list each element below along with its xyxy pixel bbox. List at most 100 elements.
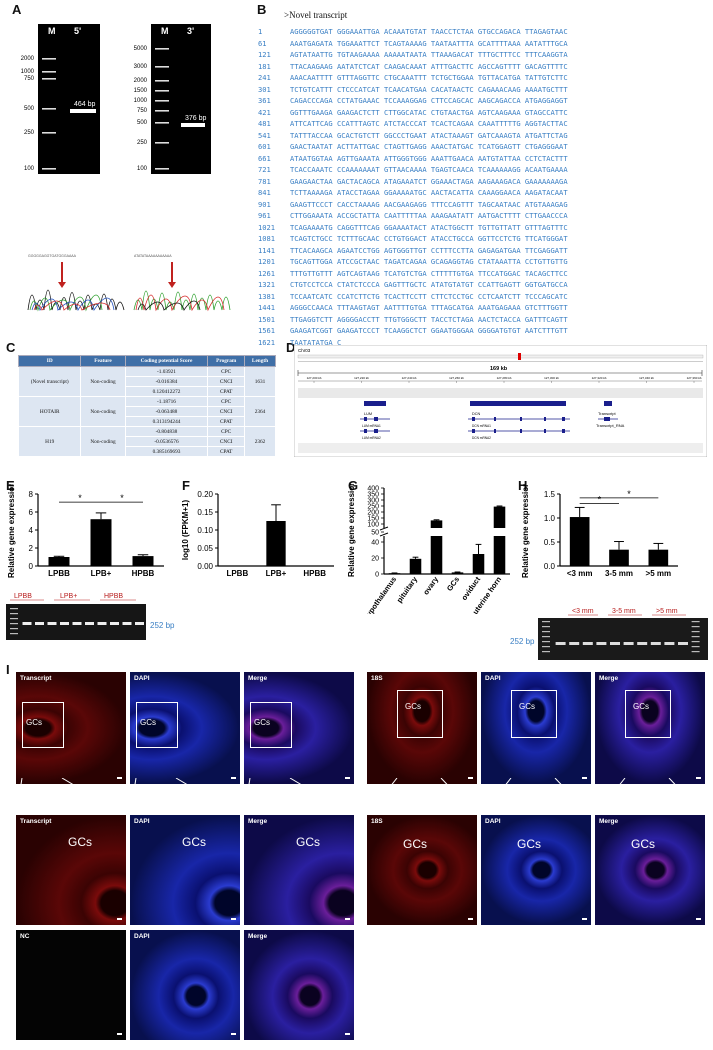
table-cell-id: HOTAIR — [17, 396, 82, 427]
y-tick-label: 20 — [371, 556, 379, 563]
x-tick-label: GCs — [445, 575, 461, 593]
chart-f: log10 (FPKM+1) 0.00 0.05 0.10 0.15 0.20 LPBB LP… — [181, 490, 334, 578]
sequence-text: ATTCATTCAG CCATTTAGTC ATCTACCCAT TCACTCA… — [290, 119, 568, 128]
ladder-band — [542, 646, 550, 648]
scale-bar — [231, 777, 236, 779]
table-row: HOTAIR Non-coding -1.18716 CPC 2364 — [17, 396, 276, 427]
sequence-text: TATTTACCAA GCACTGTCTT GGCCCTGAAT ATACTAA… — [290, 130, 568, 140]
micrograph-red: 18S GCs — [367, 672, 477, 784]
ladder-band — [691, 636, 700, 638]
sequence-text: CTGTCCTCCA CTATCTCCCA GAGTTTGCTC ATATGTA… — [290, 280, 568, 289]
sequence-row: 1 AGGGGGTGAT GGGAAATTGA ACAAATGTAT TAACCT… — [258, 26, 706, 38]
x-tick-label: 3-5 mm — [605, 569, 633, 578]
lane-label-e-2: HPBB — [104, 593, 123, 600]
bar — [266, 521, 286, 566]
x-tick-label: LPB+ — [266, 569, 287, 578]
table-cell-score: -1.03921 — [124, 366, 209, 377]
y-axis-label: log10 (FPKM+1) — [181, 500, 190, 561]
ladder-size-label: 2000 — [134, 78, 148, 84]
ladder-band — [691, 641, 700, 643]
micrograph-merge: Merge — [244, 930, 354, 1040]
sequence-position: 541 — [258, 130, 271, 140]
panel-label-g: G — [348, 478, 359, 493]
ladder-band — [691, 651, 700, 653]
sequence-row: 181 TTACAAGAAG AATATCTCAT CAAGACAAAT ATTT… — [258, 61, 706, 73]
gcs-label: GCs — [405, 702, 421, 711]
y-tick-label: 4 — [29, 526, 34, 535]
sequence-text: TCAGTCTGCC TCTTTGCAAC CCTGTGGACT ATACCTG… — [290, 234, 568, 243]
gel-band — [47, 622, 57, 625]
table-cell-score: -0.804838 — [124, 426, 209, 437]
sequence-row: 481 ATTCATTCAG CCATTTAGTC ATCTACCCAT TCAC… — [258, 118, 706, 130]
dcn-mrna1: DCN mRNA1 — [472, 424, 491, 428]
gcs-label: GCs — [296, 835, 320, 849]
ladder-band — [542, 636, 550, 638]
sequence-position: 361 — [258, 96, 271, 105]
table-cell-program: CPC — [207, 426, 246, 437]
ladder-size-label: 1000 — [134, 98, 148, 104]
panel-label-h: H — [518, 478, 528, 493]
sequence-position: 1261 — [258, 268, 276, 278]
sequence-position: 721 — [258, 165, 271, 174]
sequence-text: TTCACAAGCA AGAATCCTGG AGTGGGTTGT CCTTTCC… — [290, 245, 568, 255]
sequence-text: TCACCAAATC CCAAAAAAAT GTTAACAAAA TGAGTCA… — [290, 165, 568, 174]
gel-band — [60, 622, 69, 625]
ladder-band — [10, 628, 18, 630]
ladder-band — [42, 132, 56, 134]
sequence-text: CTTGGAAATA ACCGCTATTA CAATTTTTAA AAAGAAT… — [290, 211, 568, 220]
bar — [48, 557, 70, 566]
table-cell-score: -1.18716 — [124, 396, 209, 407]
sequence-row: 901 GAAGTTCCCT CACCTAAAAG AACGAAGAGG TTTC… — [258, 199, 706, 211]
table-cell-score: 0.313194244 — [124, 416, 209, 427]
y-tick-label: 50 — [371, 530, 379, 537]
table-cell-program: CNCI — [207, 406, 246, 417]
sequence-position: 1 — [258, 27, 263, 36]
ladder-band — [691, 626, 700, 628]
sequence-row: 781 GAAGAACTAA GACTACAGCA ATAGAAATCT GGAA… — [258, 176, 706, 188]
sequence-row: 1081 TCAGTCTGCC TCTTTGCAAC CCTGTGGACT ATA… — [258, 233, 706, 245]
micrograph-merge: Merge GCs — [595, 815, 705, 925]
bar — [388, 573, 401, 574]
genome-tick-label: 127,240 kb — [402, 376, 417, 380]
sequence-row: 421 GGTTTGAAGA GAAGACTCTT CTTGGCATAC CTGT… — [258, 107, 706, 119]
y-tick-label: 100 — [367, 522, 379, 529]
gcs-label: GCs — [26, 718, 42, 727]
y-tick-label: 1.5 — [544, 490, 556, 499]
significance-mark: * — [598, 495, 602, 505]
bar — [430, 520, 443, 528]
genome-browser: Chr03 169 kb 127,200 kb 127,220 kb 127,240… — [294, 345, 707, 457]
sequence-position: 1141 — [258, 245, 276, 255]
y-tick-label: 0.20 — [197, 490, 213, 499]
y-tick-label: 8 — [29, 490, 34, 499]
scale-bar — [468, 918, 473, 920]
y-tick-label: 40 — [371, 540, 379, 547]
chrom-label: Chr03 — [298, 348, 311, 353]
svg-text:ATATATAAAAAAAAAAA: ATATATAAAAAAAAAAA — [134, 254, 172, 258]
micrograph-label: 18S — [371, 818, 383, 825]
gel-a-right-lane: 3' — [187, 26, 194, 36]
micrograph-blue: DAPI GCs — [481, 815, 591, 925]
y-tick-label: 2 — [29, 544, 34, 553]
ladder-band — [155, 66, 169, 68]
sequence-text: GAAGAACTAA GACTACAGCA ATAGAAATCT GGAAACT… — [290, 176, 568, 186]
significance-mark: * — [120, 493, 124, 503]
sequence-row: 1441 AGGGCCAACA TTTAAGTAGT AATTTTGTGA TTT… — [258, 302, 706, 314]
gel-band — [610, 642, 620, 645]
lane-label-h-1: 3-5 mm — [612, 608, 636, 615]
gel-a-right-marker: M — [161, 26, 169, 36]
sequence-position: 1081 — [258, 234, 276, 243]
table-row: H19 Non-coding -0.804838 CPC 2362 — [17, 426, 276, 457]
micrograph-label: Transcript — [20, 818, 52, 825]
bar — [569, 517, 590, 566]
y-tick-label: 6 — [29, 508, 34, 517]
table-header: Length — [244, 355, 276, 367]
sequence-row: 1261 TTTGTTGTTT AGTCAGTAAG TCATGTCTGA CTT… — [258, 268, 706, 280]
ladder-band — [155, 90, 169, 92]
y-tick-label: 0.00 — [197, 562, 213, 571]
bar — [609, 549, 629, 566]
micrograph-label: DAPI — [485, 675, 501, 682]
gel-a-right-band-label: 376 bp — [185, 115, 207, 122]
ladder-size-label: 500 — [137, 120, 148, 126]
sequence-position: 1201 — [258, 257, 276, 266]
table-cell-feature: Non-coding — [80, 426, 126, 457]
